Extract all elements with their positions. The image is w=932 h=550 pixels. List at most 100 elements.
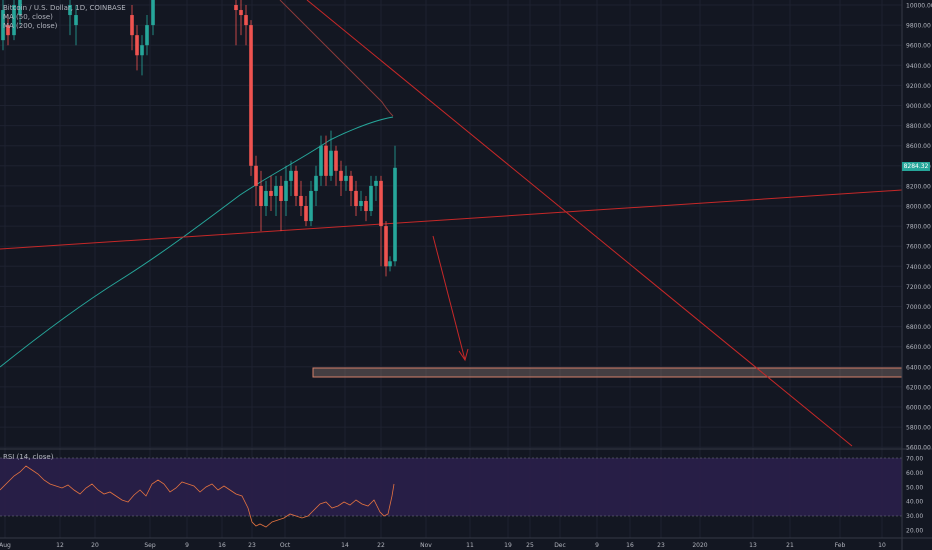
bearish-candle [6,15,10,46]
candlestick-series [1,0,397,277]
time-tick-label: Oct [280,542,291,549]
ma50-legend[interactable]: MA (50, close) [3,13,53,21]
price-tick-label: 9200.00 [906,83,931,90]
symbol-legend[interactable]: Bitcoin / U.S. Dollar, 1D, COINBASE [3,4,126,12]
price-tick-label: 8800.00 [906,123,931,130]
bearish-candle [135,25,139,71]
descending-trendline[interactable] [306,0,853,447]
bullish-candle [151,0,155,36]
price-tick-label: 7200.00 [906,284,931,291]
support-zone-rectangle[interactable] [312,367,903,378]
bearish-candle [334,145,338,186]
bullish-candle [274,175,278,217]
rsi-tick-label: 50.00 [906,484,923,491]
rsi-tick-label: 20.00 [906,528,923,535]
time-tick-label: 12 [56,542,64,549]
bullish-candle [344,165,348,191]
bullish-candle [388,256,392,272]
price-tick-label: 6000.00 [906,405,931,412]
price-tick-label: 7400.00 [906,264,931,271]
ma50-line [279,0,394,117]
bearish-candle [130,5,134,51]
bullish-candle [18,0,22,26]
bearish-candle [384,221,388,277]
time-tick-label: 20 [91,542,99,549]
bullish-candle [264,180,268,217]
bearish-candle [259,170,263,232]
time-tick-label: 16 [626,542,634,549]
bearish-candle [234,0,238,46]
price-tick-label: 7800.00 [906,224,931,231]
bullish-candle [289,160,293,196]
bullish-candle [369,175,373,217]
rsi-legend[interactable]: RSI (14, close) [3,453,54,461]
price-tick-label: 8200.00 [906,183,931,190]
rsi-axis[interactable]: 70.00 60.00 50.00 40.00 30.00 20.00 [906,456,923,535]
downward-arrow-annotation[interactable] [432,235,469,362]
price-tick-label: 9000.00 [906,103,931,110]
time-tick-label: 21 [786,542,794,549]
bullish-candle [393,145,397,267]
time-tick-label: 23 [248,542,256,549]
time-tick-label: 10 [878,542,886,549]
time-tick-label: Feb [835,542,846,549]
price-tick-label: 8600.00 [906,143,931,150]
bearish-candle [354,180,358,217]
bullish-candle [329,130,333,181]
rsi-band [0,458,902,516]
bullish-candle [12,0,16,41]
time-tick-label: 19 [504,542,512,549]
bullish-candle [314,165,318,206]
price-tick-label: 9600.00 [906,43,931,50]
chart-grid [0,0,902,538]
bullish-candle [359,190,363,212]
time-tick-label: 14 [341,542,349,549]
time-tick-label: Aug [0,542,11,549]
bearish-candle [339,160,343,196]
bullish-candle [145,15,149,56]
bullish-candle [140,35,144,76]
bearish-candle [349,170,353,206]
time-tick-label: 23 [657,542,665,549]
price-tick-label: 6400.00 [906,364,931,371]
time-axis[interactable]: Aug 12 20 Sep 9 16 23 Oct 14 22 Nov 11 19 25 Dec 9 16 23 2… [0,542,886,549]
bullish-candle [309,180,313,227]
price-axis[interactable]: 10000.00 9800.00 9600.00 9400.00 9200.00 9000… [906,3,932,452]
rsi-tick-label: 30.00 [906,513,923,520]
bearish-candle [364,195,368,222]
price-tick-label: 6200.00 [906,384,931,391]
time-tick-label: 16 [218,542,226,549]
time-tick-label: 9 [185,542,189,549]
time-tick-label: 13 [749,542,757,549]
bearish-candle [269,175,273,212]
bearish-candle [249,20,253,176]
price-tick-label: 7600.00 [906,244,931,251]
bullish-candle [1,0,5,51]
ma200-legend[interactable]: MA (200, close) [3,22,58,30]
time-tick-label: Nov [420,542,432,549]
rsi-tick-label: 60.00 [906,470,923,477]
time-tick-label: 22 [377,542,385,549]
bullish-candle [68,0,72,36]
price-tick-label: 5800.00 [906,425,931,432]
bullish-candle [374,175,378,201]
ascending-trendline[interactable] [0,189,903,250]
price-tick-label: 8000.00 [906,204,931,211]
price-tick-label: 9400.00 [906,63,931,70]
bearish-candle [304,195,308,227]
rsi-line [0,465,395,528]
bearish-candle [279,175,283,232]
time-tick-label: Sep [144,542,156,549]
bearish-candle [324,135,328,186]
time-tick-label: 11 [466,542,474,549]
bullish-candle [284,165,288,217]
price-tick-label: 6800.00 [906,324,931,331]
time-tick-label: 9 [595,542,599,549]
rsi-tick-label: 70.00 [906,456,923,463]
bearish-candle [239,0,243,36]
time-tick-label: Dec [554,542,566,549]
price-tick-label: 5600.00 [906,445,931,452]
current-price-badge: 8284.32 [902,162,930,171]
price-tick-label: 7000.00 [906,304,931,311]
